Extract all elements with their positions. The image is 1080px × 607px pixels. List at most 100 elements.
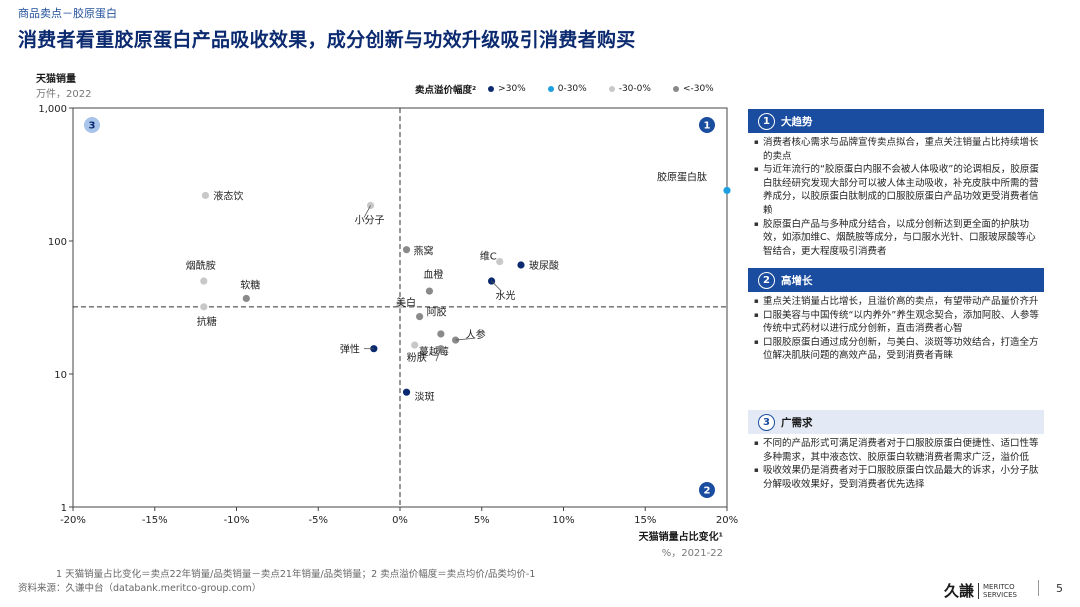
y-tick-label: 100 bbox=[48, 237, 67, 248]
data-point-label: 人参 bbox=[466, 328, 486, 341]
quadrant-badge-label-3: 3 bbox=[89, 121, 96, 132]
legend-label-gt30: >30% bbox=[498, 84, 526, 94]
data-point-label: 血橙 bbox=[423, 268, 443, 281]
data-point bbox=[517, 261, 525, 269]
scatter-chart: -20% -15% -10% -5% 0% 5% 10% 15% 20% 1 10 100 1,000 1… bbox=[38, 104, 738, 526]
data-point bbox=[200, 303, 208, 311]
data-point bbox=[242, 294, 250, 303]
panel-growth-title: 高增长 bbox=[781, 274, 813, 287]
legend-item-gt30: >30% bbox=[488, 84, 526, 94]
data-point bbox=[201, 191, 210, 200]
page-number: 5 bbox=[1056, 582, 1063, 595]
data-point-label: 蔓越莓 bbox=[419, 345, 449, 358]
data-point-label: 抗糖 bbox=[197, 315, 217, 328]
logo-line2: SERVICES bbox=[983, 590, 1017, 599]
data-point-label: 液态饮 bbox=[213, 189, 243, 202]
panel-demand-bullet: 吸收效果仍是消费者对于口服胶原蛋白饮品最大的诉求，小分子肽分解吸收效果好，受到消… bbox=[754, 464, 1042, 491]
panel-demand-bullet: 不同的产品形式可满足消费者对于口服胶原蛋白便捷性、适口性等多种需求，其中液态饮、… bbox=[754, 437, 1042, 464]
data-point bbox=[402, 388, 411, 396]
data-point-label: 胶原蛋白肽 bbox=[657, 170, 707, 183]
y-axis-title: 天猫销量 bbox=[36, 74, 76, 85]
x-axis-title: 天猫销量占比变化¹ bbox=[638, 532, 723, 543]
logo-subtext: MERITCO SERVICES bbox=[978, 582, 1017, 599]
y-tick-label: 10 bbox=[54, 370, 67, 381]
panel-growth-bullet: 重点关注销量占比增长，且溢价高的卖点，有望带动产品量价齐升 bbox=[754, 295, 1042, 309]
page-title: 消费者看重胶原蛋白产品吸收效果，成分创新与功效升级吸引消费者购买 bbox=[18, 29, 636, 51]
legend-dot-lt-neg30 bbox=[672, 85, 679, 92]
panel-trend-header: 1 大趋势 bbox=[748, 109, 1044, 133]
panel-demand-bullets: 不同的产品形式可满足消费者对于口服胶原蛋白便捷性、适口性等多种需求，其中液态饮、… bbox=[748, 434, 1044, 491]
data-point-label: 烟酰胺 bbox=[186, 259, 216, 272]
data-point bbox=[425, 287, 434, 295]
x-tick-label: 0% bbox=[392, 515, 408, 526]
label-leader-line bbox=[455, 337, 476, 341]
data-point-label: 淡斑 bbox=[415, 390, 435, 403]
panel-growth-header: 2 高增长 bbox=[748, 268, 1044, 292]
data-point bbox=[723, 186, 731, 195]
data-point bbox=[200, 277, 208, 285]
legend-item-0-30: 0-30% bbox=[547, 84, 587, 94]
panel-growth-bullet: 口服胶原蛋白通过成分创新，与美白、淡斑等功效结合，打造全方位解决肌肤问题的高效产… bbox=[754, 336, 1042, 363]
data-point bbox=[402, 246, 411, 254]
data-point-label: 维C bbox=[480, 250, 497, 263]
panel-trend: 1 大趋势 消费者核心需求与品牌宣传卖点拟合，重点关注销量占比持续增长的卖点 与… bbox=[748, 109, 1044, 258]
panel-trend-bullet: 与近年流行的“胶原蛋白内服不会被人体吸收”的论调相反，胶原蛋白肽经研究发现大部分… bbox=[754, 163, 1042, 217]
legend-item-neg30-0: -30-0% bbox=[608, 84, 651, 94]
x-tick-label: 5% bbox=[474, 515, 490, 526]
y-tick-label: 1,000 bbox=[38, 104, 67, 115]
x-axis-unit: %，2021-22 bbox=[661, 548, 723, 559]
x-tick-label: -20% bbox=[60, 515, 86, 526]
y-axis-unit: 万件，2022 bbox=[36, 89, 92, 100]
quadrant-badge-3 bbox=[84, 117, 100, 133]
source-note: 资料来源：久谦中台（databank.meritco-group.com） bbox=[18, 583, 262, 594]
panel-trend-number: 1 bbox=[758, 112, 775, 130]
panel-trend-title: 大趋势 bbox=[781, 115, 813, 128]
data-point bbox=[411, 341, 419, 349]
data-point-label: 软糖 bbox=[240, 278, 260, 291]
legend-item-lt-neg30: <-30% bbox=[672, 84, 714, 94]
legend-label-0-30: 0-30% bbox=[557, 84, 587, 94]
data-point bbox=[396, 301, 404, 309]
quadrant-badge-label-1: 1 bbox=[704, 121, 711, 132]
legend-dot-0-30 bbox=[547, 85, 554, 92]
x-tick-label: -15% bbox=[142, 515, 168, 526]
quadrant-badge-label-2: 2 bbox=[704, 486, 711, 497]
legend-title: 卖点溢价幅度² bbox=[415, 85, 477, 96]
label-leader-line bbox=[363, 205, 371, 218]
legend-label-neg30-0: -30-0% bbox=[618, 84, 651, 94]
y-tick-label: 1 bbox=[61, 503, 67, 514]
quadrant-badge-1 bbox=[699, 117, 715, 133]
data-point bbox=[496, 258, 504, 266]
panel-demand-header: 3 广需求 bbox=[748, 410, 1044, 434]
page-separator bbox=[1038, 580, 1039, 596]
x-tick-label: 20% bbox=[716, 515, 738, 526]
x-tick-label: 15% bbox=[634, 515, 656, 526]
panel-trend-bullets: 消费者核心需求与品牌宣传卖点拟合，重点关注销量占比持续增长的卖点 与近年流行的“… bbox=[748, 133, 1044, 258]
x-tick-label: -10% bbox=[224, 515, 250, 526]
data-point-label: 粉肤 bbox=[407, 351, 427, 364]
company-logo: 久謙 MERITCO SERVICES bbox=[944, 580, 1017, 601]
legend-label-lt-neg30: <-30% bbox=[682, 84, 714, 94]
panel-growth-bullet: 口服美容与中国传统“以内养外”养生观念契合，添加阿胶、人参等传统中式药材以进行成… bbox=[754, 309, 1042, 336]
data-point-label: 玻尿酸 bbox=[529, 259, 559, 272]
logo-brand: 久謙 bbox=[944, 582, 975, 600]
data-point-label: 水光 bbox=[496, 289, 516, 302]
panel-growth-number: 2 bbox=[758, 271, 775, 289]
panel-growth-bullets: 重点关注销量占比增长，且溢价高的卖点，有望带动产品量价齐升 口服美容与中国传统“… bbox=[748, 292, 1044, 363]
legend-dot-gt30 bbox=[488, 85, 495, 92]
panel-trend-bullet: 消费者核心需求与品牌宣传卖点拟合，重点关注销量占比持续增长的卖点 bbox=[754, 136, 1042, 163]
legend-dot-neg30-0 bbox=[608, 85, 615, 92]
footnote: 1 天猫销量占比变化＝卖点22年销量/品类销量－卖点21年销量/品类销量；2 卖… bbox=[56, 569, 536, 580]
panel-trend-bullet: 胶原蛋白产品与多种成分结合，以成分创新达到更全面的护肤功效，如添加维C、烟酰胺等… bbox=[754, 218, 1042, 259]
panel-demand-number: 3 bbox=[758, 413, 775, 431]
data-point bbox=[416, 313, 424, 321]
label-leader-line bbox=[491, 280, 502, 292]
x-tick-label: 10% bbox=[552, 515, 574, 526]
quadrant-badge-2 bbox=[699, 482, 715, 498]
data-point-label: 弹性 bbox=[340, 343, 360, 356]
logo-line1: MERITCO bbox=[983, 582, 1015, 591]
data-point-label: 美白 bbox=[396, 296, 416, 309]
data-point-label: 燕窝 bbox=[414, 245, 434, 258]
panel-demand: 3 广需求 不同的产品形式可满足消费者对于口服胶原蛋白便捷性、适口性等多种需求，… bbox=[748, 410, 1044, 491]
data-point bbox=[437, 330, 445, 338]
